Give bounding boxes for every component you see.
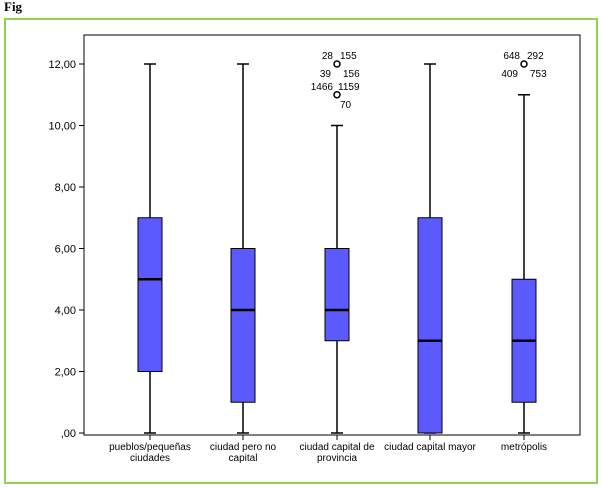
y-tick-label: 8,00 — [55, 182, 76, 194]
iqr-box — [230, 248, 256, 403]
iqr-box — [137, 217, 163, 372]
y-tick-label: 4,00 — [55, 305, 76, 317]
outlier-label: 28 — [322, 51, 334, 62]
y-tick-label: 10,00 — [48, 121, 76, 133]
y-axis: ,00 2,00 4,00 6,00 8,00 10,00 12,00 — [48, 59, 84, 440]
x-category-label: pueblos/pequeñas — [109, 442, 191, 453]
iqr-box — [417, 217, 443, 434]
outlier-label: 1159 — [338, 82, 360, 93]
x-category-label: ciudad pero no — [210, 442, 277, 453]
outlier-point — [333, 91, 341, 99]
x-category-label: provincia — [317, 453, 357, 464]
outlier-label: 70 — [340, 100, 352, 111]
iqr-box — [324, 248, 350, 342]
outlier-label: 648 — [503, 51, 520, 62]
y-tick-label: 12,00 — [48, 59, 76, 71]
box-5: 648 292 409 753 — [501, 51, 547, 434]
x-category-label: ciudades — [130, 453, 170, 464]
box-1 — [137, 63, 163, 434]
box-3: 28 155 39 156 1466 1159 70 — [311, 51, 360, 434]
outlier-label: 292 — [527, 51, 544, 62]
plot-area — [83, 34, 581, 436]
y-tick-label: 2,00 — [55, 367, 76, 379]
x-category-label: ciudad capital mayor — [384, 442, 476, 453]
outlier-point — [333, 60, 341, 68]
y-tick-label: ,00 — [61, 428, 76, 440]
boxes: 28 155 39 156 1466 1159 70 648 292 409 753 — [137, 51, 547, 434]
y-tick-label: 6,00 — [55, 244, 76, 256]
box-4 — [417, 63, 443, 434]
outlier-label: 156 — [343, 69, 360, 80]
outlier-label: 155 — [340, 51, 357, 62]
x-category-label: metrópolis — [501, 442, 547, 453]
box-2 — [230, 63, 256, 434]
outlier-point — [520, 60, 528, 68]
figure-caption: Fig — [4, 0, 23, 14]
outlier-label: 409 — [501, 69, 518, 80]
outlier-label: 39 — [320, 69, 332, 80]
outlier-label: 753 — [530, 69, 547, 80]
x-category-label: capital — [229, 453, 258, 464]
outlier-label: 1466 — [311, 82, 334, 93]
x-category-label: ciudad capital de — [299, 442, 374, 453]
